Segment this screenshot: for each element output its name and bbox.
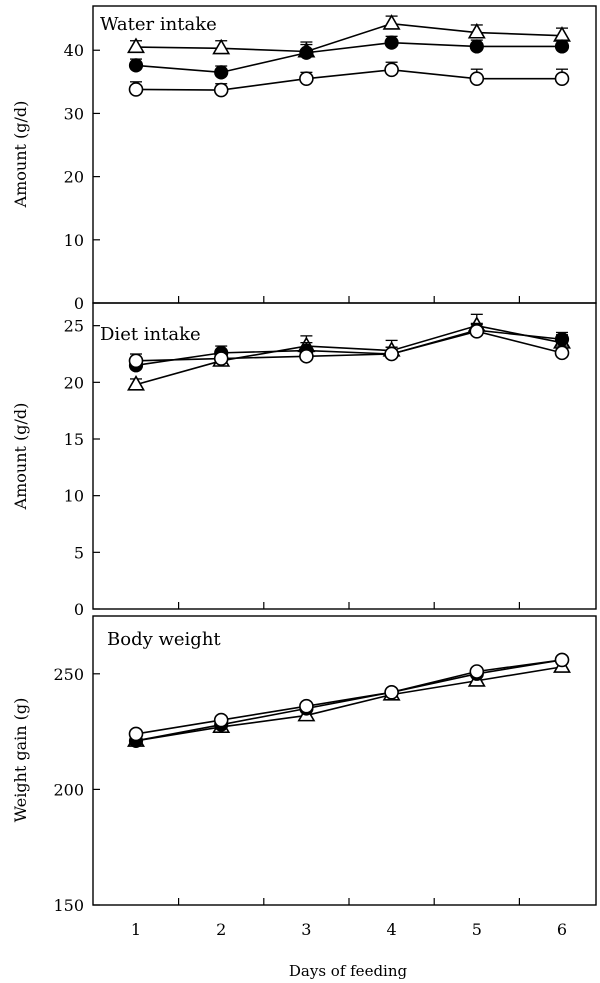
y-tick-label: 250 [53, 665, 84, 684]
series-triangle-open [127, 657, 571, 747]
triangle-marker [127, 374, 145, 391]
series-line [135, 659, 563, 735]
series-circle-filled [128, 35, 570, 80]
series-line [135, 41, 562, 74]
series-circle-open [128, 61, 570, 98]
filled-circle-marker [299, 45, 314, 60]
x-tick-label: 4 [387, 920, 397, 939]
y-tick-label: 0 [74, 600, 84, 619]
open-circle-marker [128, 82, 144, 97]
filled-circle-marker [469, 39, 484, 54]
series-layer [127, 313, 571, 391]
open-circle-marker [469, 71, 485, 86]
series-line [135, 22, 563, 53]
open-circle-marker [469, 324, 485, 339]
filled-circle-marker [554, 39, 570, 54]
open-circle-marker [213, 712, 229, 728]
x-ticks [178, 296, 521, 303]
x-tick-label: 6 [557, 920, 567, 939]
panel-title: Body weight [107, 629, 221, 650]
y-ticks: 0 5 10 15 20 25 [64, 317, 100, 619]
open-circle-marker [469, 664, 485, 679]
y-tick-label: 15 [64, 430, 84, 449]
open-circle-marker [299, 698, 314, 714]
triangle-marker [127, 37, 145, 54]
series-line [135, 324, 563, 386]
series-line [135, 659, 563, 742]
open-circle-marker [554, 652, 570, 668]
x-tick-label: 5 [472, 920, 482, 939]
filled-circle-marker [128, 58, 144, 73]
series-layer [127, 14, 571, 98]
panel-body-weight: Body weight Weight gain (g) 150 200 250 1 2… [11, 615, 597, 939]
y-tick-label: 25 [64, 317, 84, 336]
triangle-marker [212, 38, 231, 55]
series-circle-open [128, 652, 570, 742]
x-axis-label: Days of feeding [289, 962, 408, 980]
x-tick-label: 2 [216, 920, 226, 939]
panel-title: Diet intake [100, 324, 201, 345]
y-tick-label: 0 [74, 294, 84, 313]
triangle-marker [467, 22, 486, 39]
plot-frame [92, 615, 597, 906]
series-line [135, 330, 563, 362]
series-line [135, 69, 562, 91]
x-ticks [178, 602, 521, 609]
plot-frame [92, 5, 597, 304]
triangle-marker [553, 26, 571, 42]
y-tick-label: 200 [53, 780, 84, 799]
y-tick-label: 150 [53, 896, 84, 915]
open-circle-marker [299, 71, 314, 86]
filled-circle-marker [554, 332, 570, 347]
y-axis-label: Amount (g/d) [11, 101, 30, 209]
plot-frame [92, 302, 597, 610]
series-line [135, 329, 563, 367]
y-ticks: 150 200 250 [53, 665, 100, 915]
panel-diet-intake: Diet intake Amount (g/d) 0 5 10 15 20 25 [11, 302, 597, 619]
open-circle-marker [554, 345, 570, 361]
series-circle-open [128, 323, 570, 369]
panel-water-intake: Water intake Amount (g/d) 0 10 20 30 40 [11, 5, 597, 313]
x-tick-label: 1 [131, 920, 141, 939]
filled-circle-marker [384, 35, 399, 50]
y-ticks: 0 10 20 30 40 [64, 41, 100, 313]
open-circle-marker [384, 684, 399, 700]
series-line [135, 666, 563, 742]
open-circle-marker [384, 346, 399, 362]
y-tick-label: 30 [64, 104, 84, 123]
y-tick-label: 20 [64, 168, 84, 187]
open-circle-marker [128, 353, 144, 369]
y-axis-label: Amount (g/d) [11, 403, 30, 511]
x-ticks: 1 2 3 4 5 6 [131, 898, 567, 939]
y-tick-label: 40 [64, 41, 84, 60]
series-layer [127, 652, 571, 748]
open-circle-marker [213, 351, 229, 366]
open-circle-marker [213, 82, 229, 98]
filled-circle-marker [214, 65, 229, 80]
open-circle-marker [554, 71, 570, 86]
open-circle-marker [299, 348, 314, 364]
y-tick-label: 10 [64, 231, 84, 250]
y-tick-label: 20 [64, 373, 84, 392]
y-tick-label: 5 [74, 543, 84, 562]
open-circle-marker [384, 62, 399, 78]
panel-title: Water intake [100, 14, 217, 35]
y-axis-label: Weight gain (g) [11, 698, 30, 823]
open-circle-marker [128, 726, 144, 742]
x-tick-label: 3 [301, 920, 311, 939]
triangle-marker [382, 14, 401, 30]
y-tick-label: 10 [64, 487, 84, 506]
